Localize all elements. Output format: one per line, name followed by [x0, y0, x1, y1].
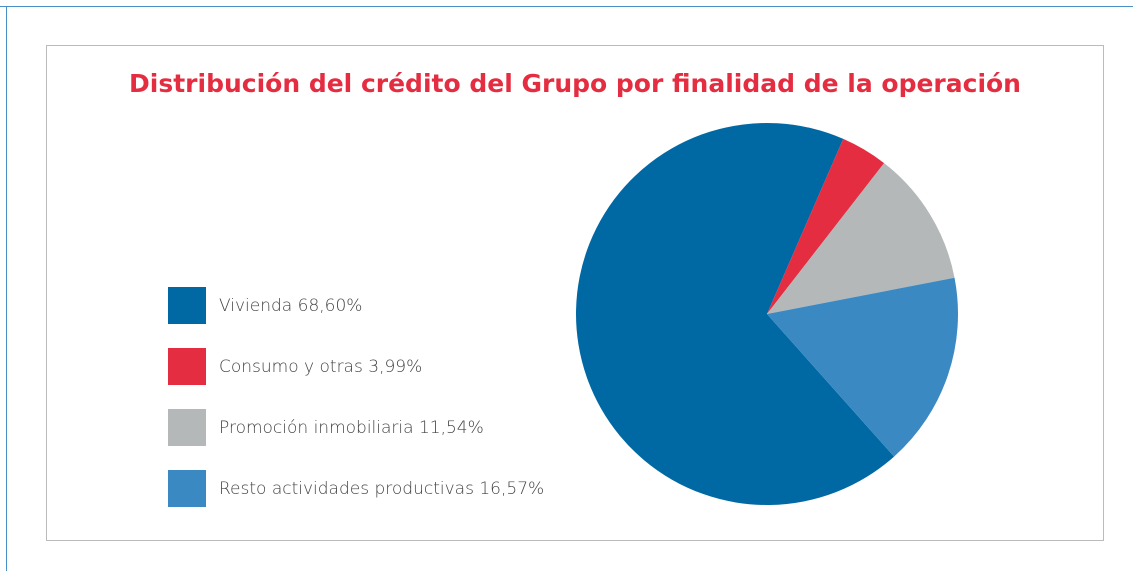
legend-name: Resto actividades productivas: [219, 479, 474, 499]
legend-swatch: [168, 287, 206, 324]
legend-swatch: [168, 409, 206, 446]
legend-value: 3,99%: [368, 357, 422, 377]
legend-label: Promoción inmobiliaria 11,54%: [219, 418, 484, 438]
legend-name: Promoción inmobiliaria: [219, 418, 414, 438]
frame: [46, 45, 1104, 541]
chart-title: Distribución del crédito del Grupo por f…: [129, 69, 1021, 98]
legend-label: Resto actividades productivas 16,57%: [219, 479, 544, 499]
legend-value: 16,57%: [479, 479, 544, 499]
legend-value: 11,54%: [419, 418, 484, 438]
pie-slice: [576, 122, 895, 505]
pie-slice: [767, 163, 955, 314]
legend-swatch: [168, 470, 206, 507]
legend-name: Vivienda: [219, 296, 292, 316]
legend-name: Consumo y otras: [219, 357, 363, 377]
legend-label: Vivienda 68,60%: [219, 296, 362, 316]
legend-label: Consumo y otras 3,99%: [219, 357, 422, 377]
legend-swatch: [168, 348, 206, 385]
legend-value: 68,60%: [298, 296, 363, 316]
pie-slice: [767, 138, 885, 314]
pie-slice: [767, 277, 958, 457]
